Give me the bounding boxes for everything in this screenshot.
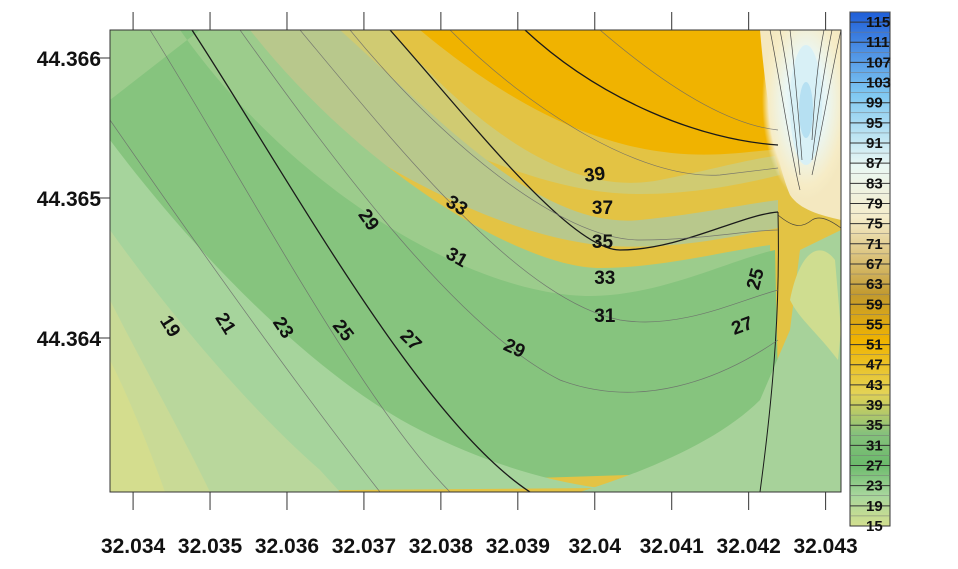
contour-label: 31 [594, 306, 616, 327]
x-tick-label: 32.034 [101, 535, 166, 558]
colorbar-tick-label: 67 [866, 256, 883, 273]
x-tick-label: 32.038 [409, 535, 474, 558]
y-tick-label: 44.366 [37, 48, 101, 71]
x-axis: 32.034 32.035 32.036 32.037 32.038 32.039 32.0… [101, 12, 858, 558]
colorbar-tick-label: 75 [866, 216, 883, 233]
contour-label: 35 [592, 232, 614, 253]
colorbar-tick-label: 95 [866, 115, 883, 132]
colorbar-tick-label: 63 [866, 276, 883, 293]
x-tick-label: 32.04 [568, 535, 621, 558]
y-tick-label: 44.364 [37, 328, 102, 351]
colorbar-tick-label: 35 [866, 417, 883, 434]
y-tick-label: 44.365 [37, 188, 102, 211]
x-tick-label: 32.039 [486, 535, 550, 558]
x-tick-label: 32.042 [717, 535, 781, 558]
colorbar-tick-label: 103 [866, 75, 891, 92]
colorbar-tick-label: 19 [866, 498, 883, 515]
contour-label: 39 [583, 163, 607, 187]
plot-area [110, 30, 841, 492]
colorbar-tick-label: 115 [866, 14, 890, 31]
x-tick-label: 32.036 [255, 535, 319, 558]
colorbar-tick-label: 31 [866, 437, 883, 454]
colorbar-tick-label: 47 [866, 357, 883, 374]
colorbar-tick-label: 111 [866, 34, 889, 51]
colorbar: 115 111 107 103 99 95 91 87 83 79 75 71 67 63 59 55 51 47… [849, 11, 891, 535]
y-axis: 44.366 44.365 44.364 [37, 48, 110, 351]
x-tick-label: 32.043 [793, 535, 857, 558]
colorbar-tick-label: 15 [866, 518, 883, 535]
contour-label: 33 [594, 268, 615, 289]
contour-label: 37 [592, 198, 613, 219]
colorbar-tick-label: 39 [866, 397, 883, 414]
x-tick-label: 32.041 [640, 535, 705, 558]
colorbar-tick-label: 79 [866, 195, 883, 212]
colorbar-tick-label: 59 [866, 296, 883, 313]
x-tick-label: 32.035 [178, 535, 243, 558]
colorbar-tick-label: 23 [866, 478, 883, 495]
x-tick-label: 32.037 [332, 535, 396, 558]
colorbar-tick-label: 51 [866, 337, 883, 354]
colorbar-tick-label: 83 [866, 175, 883, 192]
colorbar-tick-label: 107 [866, 54, 891, 71]
colorbar-tick-label: 87 [866, 155, 883, 172]
colorbar-tick-label: 55 [866, 316, 883, 333]
colorbar-tick-label: 91 [866, 135, 883, 152]
colorbar-tick-label: 99 [866, 95, 883, 112]
colorbar-tick-label: 71 [866, 236, 883, 253]
colorbar-tick-label: 43 [866, 377, 883, 394]
colorbar-tick-label: 27 [866, 458, 883, 475]
